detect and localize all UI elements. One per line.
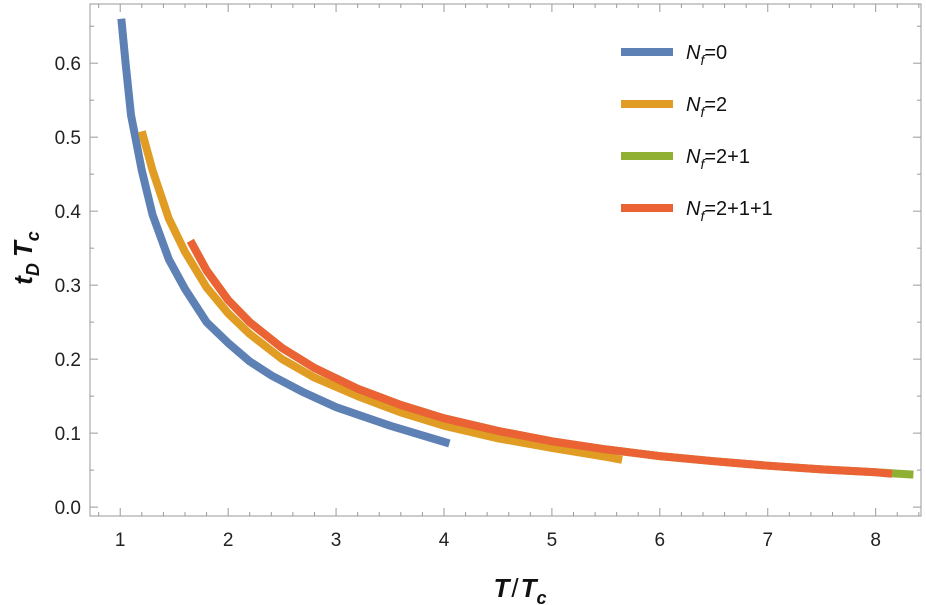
- y-tick-label: 0.4: [55, 202, 82, 223]
- x-tick-label: 1: [115, 530, 126, 551]
- x-axis-label: T/Tc: [493, 573, 546, 605]
- x-tick-label: 4: [439, 530, 450, 551]
- y-axis-label: tDTc: [8, 231, 43, 285]
- legend-label-nf211: Nf=2+1+1: [686, 198, 773, 224]
- plot-frame: [89, 3, 922, 517]
- y-tick-label: 0.5: [55, 128, 81, 149]
- y-tick-label: 0.6: [55, 54, 81, 75]
- legend-item: Nf=2+1: [621, 146, 750, 172]
- legend-label-nf21: Nf=2+1: [686, 146, 750, 172]
- series-line-0: [117, 18, 451, 448]
- legend-label-nf0: Nf=0: [686, 42, 727, 68]
- x-tick-label: 8: [870, 530, 881, 551]
- x-tick-label: 5: [547, 530, 558, 551]
- series-lines: [117, 18, 914, 479]
- legend: Nf=0 Nf=2 Nf=2+1 Nf=2+1+1: [621, 42, 773, 224]
- x-tick-label: 6: [655, 530, 666, 551]
- y-tick-label: 0.2: [55, 350, 81, 371]
- legend-label-nf2: Nf=2: [686, 94, 727, 120]
- legend-item: Nf=2: [621, 94, 727, 120]
- x-tick-label: 7: [762, 530, 773, 551]
- x-tick-label: 2: [223, 530, 234, 551]
- legend-item: Nf=2+1+1: [621, 198, 773, 224]
- series-line-3: [186, 238, 893, 478]
- y-tick-label: 0.3: [55, 276, 81, 297]
- axis-ticks: 1 2 3 4 5 6 7 8 0.0 0.1 0.2 0.3 0.4 0.5 0.6: [55, 4, 921, 551]
- y-tick-label: 0.0: [55, 498, 81, 519]
- series-line-1: [137, 130, 623, 464]
- x-tick-label: 3: [331, 530, 342, 551]
- y-tick-label: 0.1: [55, 424, 81, 445]
- legend-item: Nf=0: [621, 42, 727, 68]
